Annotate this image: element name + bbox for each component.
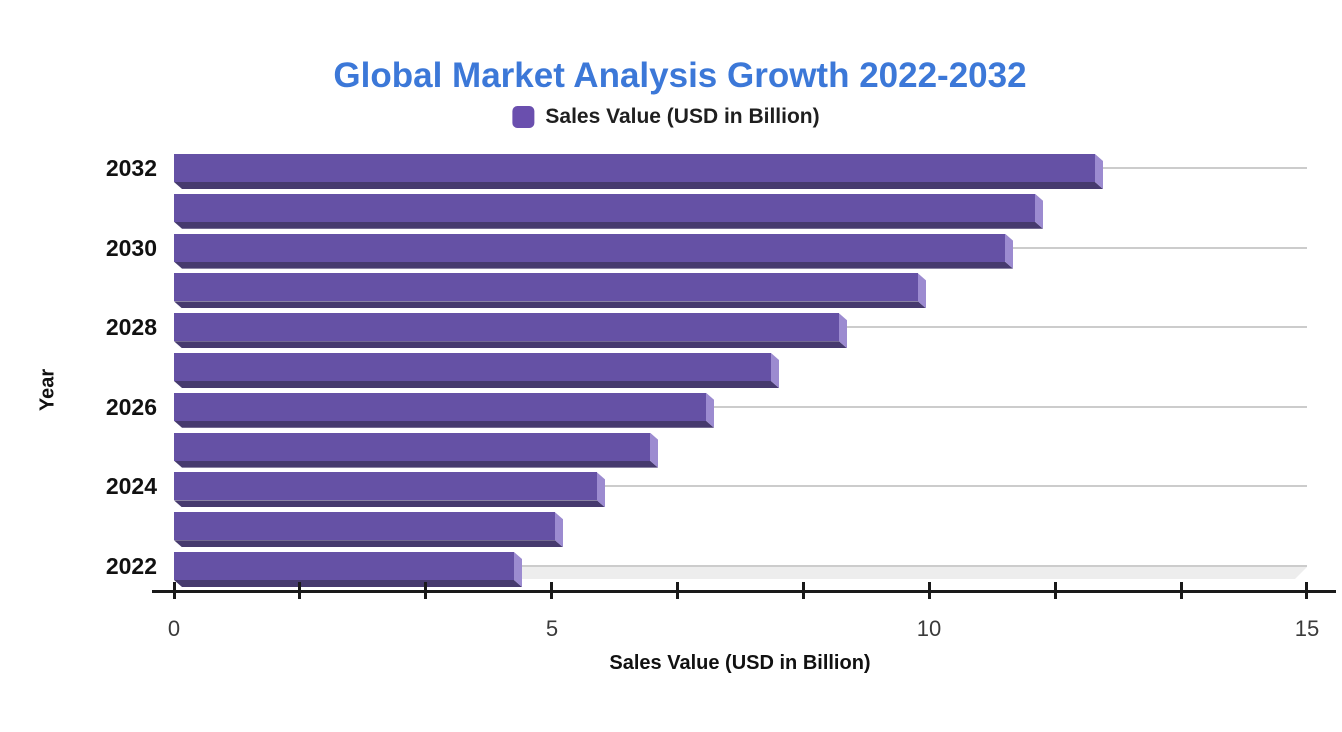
chart-bar[interactable] [174,472,597,501]
legend-swatch [512,106,535,128]
chart-bar-side [706,392,714,428]
chart-bar-bottom [174,261,1013,269]
x-tick [173,582,176,599]
chart-bar-side [597,472,605,508]
x-tick [1305,582,1308,599]
chart-bar-side [1035,193,1043,229]
gridline [174,565,1307,567]
chart-bar[interactable] [174,432,650,461]
chart-bar-side [1095,154,1103,189]
chart-bar[interactable] [174,154,1095,182]
x-axis-line [152,590,1336,593]
x-tick-label: 0 [167,616,181,641]
chart-bar-bottom [174,301,926,309]
chart-bar-bottom [174,460,658,468]
chart-bar[interactable] [174,313,839,342]
chart-bar-side [839,313,847,349]
x-tick-label: 5 [545,616,559,641]
chart-bar-side [918,273,926,309]
legend-label: Sales Value (USD in Billion) [545,105,820,128]
chart-bar-side [514,552,522,587]
chart-bar-side [1005,233,1013,269]
chart-bar-bottom [174,420,714,428]
x-tick-label: 10 [916,616,942,641]
y-tick-label: 2024 [105,473,157,500]
chart-bar[interactable] [174,353,771,381]
chart-bar-bottom [174,580,522,587]
y-tick-label: 2026 [105,393,157,420]
chart-bar-bottom [174,341,847,349]
y-tick-label: 2032 [105,155,157,181]
chart-bar-bottom [174,221,1043,229]
legend: Sales Value (USD in Billion) [512,105,820,129]
gridline [174,405,1307,408]
chart-bar-side [555,512,563,548]
y-tick-label: 2022 [105,553,157,579]
x-tick-label: 15 [1294,616,1320,641]
x-tick [928,582,931,599]
x-tick [676,582,679,599]
chart-bar-bottom [174,182,1103,189]
chart-bar[interactable] [174,273,918,302]
y-tick-label: 2030 [105,234,157,261]
x-tick [1054,582,1057,599]
x-tick [298,582,301,599]
chart-title: Global Market Analysis Growth 2022-2032 [333,56,1027,95]
chart-bar[interactable] [174,193,1035,222]
chart-bar-side [771,353,779,388]
chart-bar-bottom [174,381,779,388]
chart-bar-bottom [174,540,563,548]
x-tick [424,582,427,599]
y-tick-label: 2028 [105,314,157,341]
chart-bar[interactable] [174,233,1005,262]
x-tick [550,582,553,599]
gridline [174,485,1307,488]
chart-bar-bottom [174,500,605,508]
x-tick [1180,582,1183,599]
chart-bar[interactable] [174,392,706,421]
chart-bar-side [650,432,658,468]
x-tick [802,582,805,599]
x-axis-title: Sales Value (USD in Billion) [609,652,871,674]
chart-bar[interactable] [174,552,514,580]
chart-bar[interactable] [174,512,555,541]
